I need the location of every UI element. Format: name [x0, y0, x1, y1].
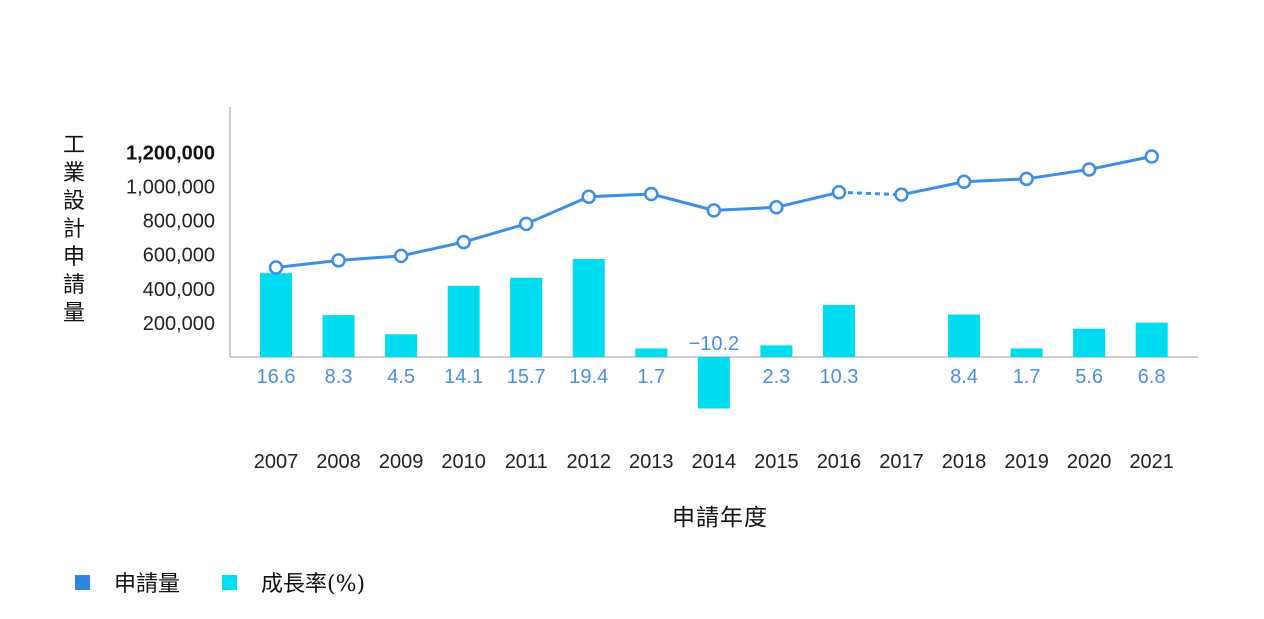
- line-segment: [902, 182, 965, 195]
- y-tick-labels: 200,000 400,000 600,000 800,000 1,000,000 1,2…: [126, 142, 215, 335]
- growth-bar: [448, 286, 480, 357]
- line-point: [958, 176, 970, 188]
- application-points: [270, 150, 1158, 273]
- growth-label: 2.3: [762, 366, 790, 388]
- growth-label: 14.1: [444, 366, 483, 388]
- x-tick-label: 2018: [942, 451, 987, 473]
- growth-label: 1.7: [637, 366, 665, 388]
- growth-bar: [698, 357, 730, 409]
- growth-bar: [510, 278, 542, 357]
- line-point: [770, 201, 782, 213]
- legend-label-growth: 成長率(%): [261, 566, 365, 598]
- line-point: [333, 254, 345, 266]
- line-point: [583, 191, 595, 203]
- growth-bar: [948, 315, 980, 357]
- growth-bar: [635, 348, 667, 357]
- x-tick-label: 2009: [379, 451, 424, 473]
- x-tick-label: 2008: [316, 451, 361, 473]
- legend-item-growth: 成長率(%): [222, 566, 365, 598]
- growth-bar: [1073, 329, 1105, 357]
- line-point: [458, 236, 470, 248]
- x-tick-label: 2014: [692, 451, 737, 473]
- legend-label-applications: 申請量: [114, 566, 180, 598]
- line-segment: [714, 207, 777, 210]
- x-tick-label: 2010: [441, 451, 486, 473]
- growth-label: 8.4: [950, 366, 978, 388]
- y-tick-label: 400,000: [143, 279, 215, 301]
- legend-swatch-growth: [222, 575, 237, 590]
- line-point: [896, 189, 908, 201]
- growth-label: 19.4: [569, 366, 608, 388]
- growth-label: 4.5: [387, 366, 415, 388]
- growth-bar: [323, 315, 355, 357]
- line-point: [1146, 150, 1158, 162]
- y-tick-label: 800,000: [143, 211, 215, 233]
- x-tick-label: 2020: [1067, 451, 1112, 473]
- line-segment: [1089, 156, 1152, 169]
- growth-label: 10.3: [819, 366, 858, 388]
- y-axis-label-char: 請: [58, 272, 90, 300]
- x-tick-label: 2021: [1129, 451, 1174, 473]
- line-segment: [401, 242, 464, 256]
- growth-bar: [1011, 348, 1043, 357]
- legend: 申請量 成長率(%): [75, 566, 407, 598]
- line-point: [708, 204, 720, 216]
- x-tick-label: 2011: [505, 451, 548, 473]
- x-tick-label: 2015: [754, 451, 799, 473]
- growth-label: 5.6: [1075, 366, 1103, 388]
- line-segment: [339, 256, 402, 260]
- growth-bar: [1136, 323, 1168, 357]
- line-point: [1083, 163, 1095, 175]
- growth-label: 6.8: [1138, 366, 1166, 388]
- y-axis-label-char: 量: [58, 300, 90, 328]
- line-segment-dashed: [839, 192, 902, 194]
- x-tick-label: 2007: [254, 451, 299, 473]
- x-tick-label: 2019: [1004, 451, 1049, 473]
- line-point: [270, 261, 282, 273]
- line-segment: [964, 179, 1027, 182]
- y-axis-label-char: 申: [58, 244, 90, 272]
- line-point: [520, 218, 532, 230]
- growth-bar: [385, 334, 417, 357]
- y-tick-label: 1,200,000: [126, 142, 215, 164]
- legend-swatch-applications: [75, 575, 90, 590]
- y-axis-label: 工業設計申請量: [58, 132, 90, 328]
- x-tick-label: 2012: [567, 451, 612, 473]
- growth-label: 8.3: [325, 366, 353, 388]
- line-segment: [776, 192, 839, 207]
- y-tick-label: 600,000: [143, 245, 215, 267]
- line-point: [395, 250, 407, 262]
- line-segment: [464, 224, 527, 242]
- x-tick-label: 2017: [879, 451, 924, 473]
- line-segment: [276, 260, 339, 267]
- growth-label: 1.7: [1013, 366, 1041, 388]
- line-segment: [1027, 169, 1090, 178]
- line-segment: [589, 194, 652, 197]
- line-point: [1021, 173, 1033, 185]
- x-tick-labels: 2007 2008 2009 2010 2011 2012 2013 2014 2015 2016…: [254, 451, 1174, 473]
- y-axis-label-char: 工: [58, 132, 90, 160]
- legend-item-applications: 申請量: [75, 566, 180, 598]
- y-tick-label: 200,000: [143, 313, 215, 335]
- line-segment: [526, 197, 589, 224]
- growth-label: 16.6: [257, 366, 296, 388]
- line-segment: [651, 194, 714, 210]
- line-point: [645, 188, 657, 200]
- x-tick-label: 2016: [817, 451, 862, 473]
- y-tick-label: 1,000,000: [126, 177, 215, 199]
- growth-label: −10.2: [689, 333, 740, 355]
- growth-bar: [760, 345, 792, 357]
- x-tick-label: 2013: [629, 451, 674, 473]
- growth-label: 15.7: [507, 366, 546, 388]
- x-axis-label: 申請年度: [600, 498, 840, 532]
- growth-bar: [260, 273, 292, 357]
- y-axis-label-char: 業: [58, 160, 90, 188]
- growth-bar: [823, 305, 855, 357]
- y-axis-label-char: 計: [58, 216, 90, 244]
- y-axis-label-char: 設: [58, 188, 90, 216]
- growth-bar: [573, 259, 605, 357]
- line-point: [833, 186, 845, 198]
